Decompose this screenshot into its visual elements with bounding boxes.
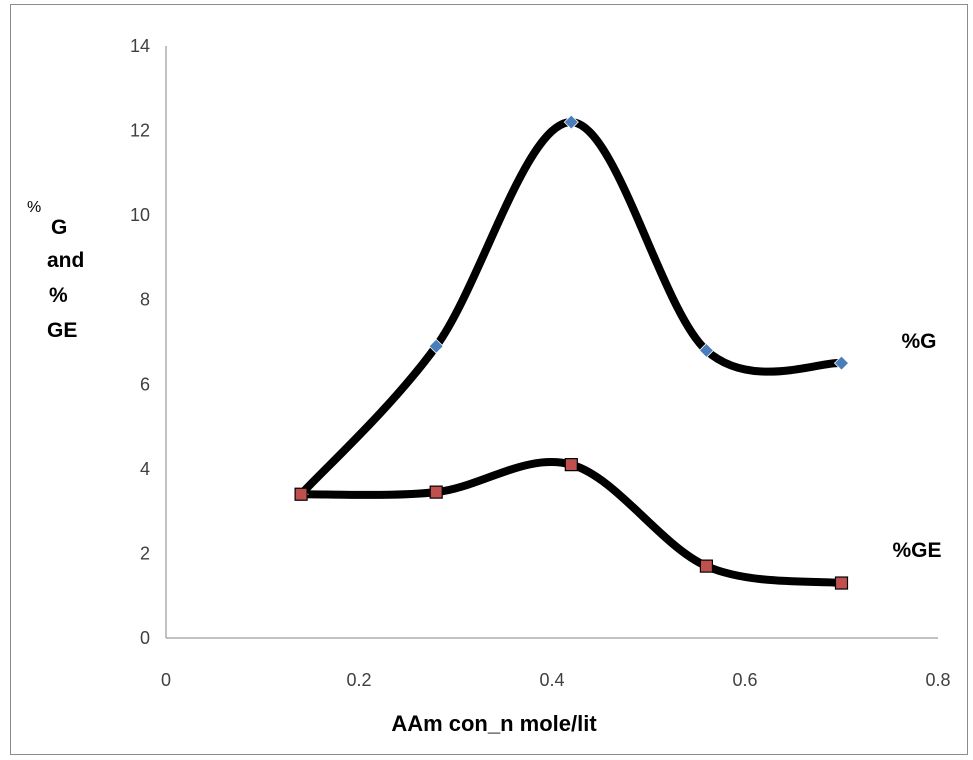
data-point-diamond [698,342,714,359]
series-label-0: %G [901,330,936,353]
y-tick-label: 14 [130,36,150,56]
y-tick-label: 10 [130,205,150,225]
x-tick-label: 0.2 [346,670,371,690]
data-point-square [429,485,443,499]
y-tick-label: 4 [140,459,150,479]
series-lines [297,118,846,588]
data-point-diamond [833,355,850,371]
data-point-diamond [428,338,444,354]
y-axis-title-part: G [51,216,67,239]
data-point-diamond [563,114,579,130]
y-axis-title: % G and % GE [27,199,84,342]
y-tick-label: 2 [140,543,150,563]
series-line-0 [297,118,846,499]
x-tick-label: 0.4 [539,670,564,690]
y-axis-title-part: and [47,249,84,272]
y-tick-label: 0 [140,628,150,648]
y-tick-labels: 0 2 4 6 8 10 12 14 [130,36,150,648]
data-point-square [834,576,849,590]
chart-frame: 0 2 4 6 8 10 12 14 0 0.2 0.4 0.6 0.8 %G %GE AAm con_… [10,4,968,755]
y-tick-label: 8 [140,290,150,310]
series-labels: %G %GE [892,330,941,562]
series-label-1: %GE [892,539,941,562]
series-markers [293,114,850,590]
x-tick-label: 0 [161,670,171,690]
y-tick-label: 12 [130,121,150,141]
axes [165,46,938,639]
y-tick-label: 6 [140,374,150,394]
series-line-1 [297,458,846,588]
x-tick-labels: 0 0.2 0.4 0.6 0.8 [161,670,951,690]
data-point-square [699,559,714,573]
y-axis-title-part: % [49,284,68,307]
x-tick-label: 0.6 [732,670,757,690]
data-point-square [294,487,308,501]
x-tick-label: 0.8 [925,670,950,690]
x-axis-title: AAm con_n mole/lit [391,711,597,736]
data-point-square [564,458,578,472]
y-axis-title-part: GE [47,319,77,342]
y-axis-title-part: % [27,199,41,216]
